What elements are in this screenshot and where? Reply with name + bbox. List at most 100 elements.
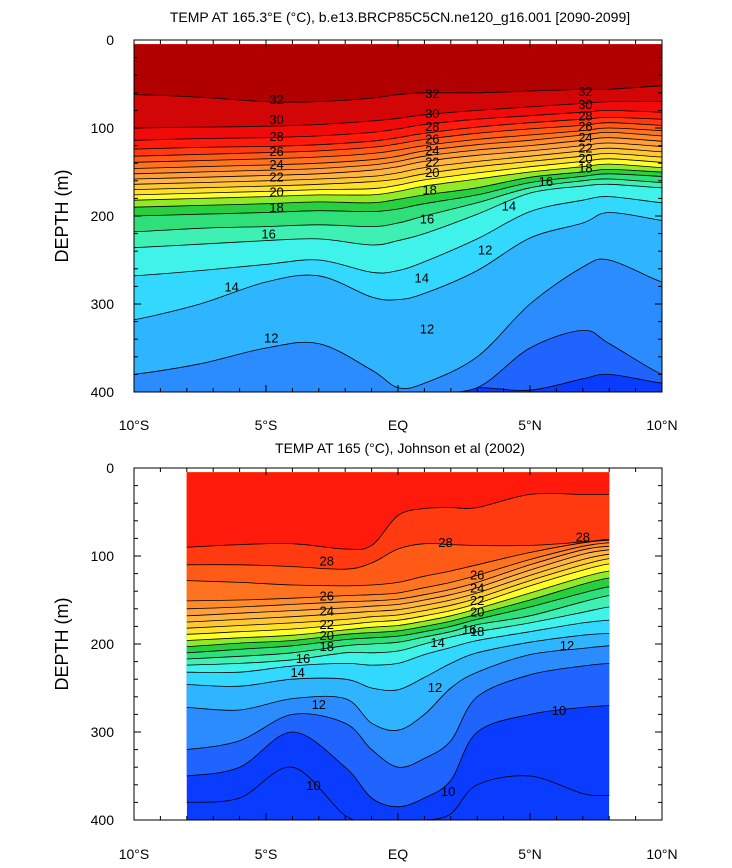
contour-label: 24 <box>578 130 592 145</box>
contour-line-20 <box>134 163 662 201</box>
contour-label: 26 <box>269 144 283 159</box>
y-tick-label-400: 400 <box>91 812 115 828</box>
y-axis-label: DEPTH (m) <box>52 598 72 691</box>
contour-label: 16 <box>539 174 553 189</box>
contour-label: 12 <box>420 322 434 337</box>
x-tick-label-10s: 10°S <box>119 846 150 862</box>
y-axis-label: DEPTH (m) <box>52 170 72 263</box>
contour-label: 22 <box>470 593 484 608</box>
y-tick-label-300: 300 <box>91 296 115 312</box>
x-tick-label-5n: 5°N <box>518 417 542 433</box>
contour-label: 12 <box>312 697 326 712</box>
contour-label: 30 <box>425 106 439 121</box>
contour-label: 20 <box>425 165 439 180</box>
contour-label: 10 <box>441 784 455 799</box>
y-tick-label-400: 400 <box>91 384 115 400</box>
contour-line-16 <box>186 606 610 666</box>
x-tick-label-eq: EQ <box>388 417 408 433</box>
contour-line-28 <box>134 122 662 157</box>
contour-line-14 <box>186 632 610 691</box>
contour-line-21 <box>134 158 662 196</box>
x-tick-label-10s: 10°S <box>119 417 150 433</box>
contour-label: 32 <box>425 86 439 101</box>
contour-label: 16 <box>261 227 275 242</box>
contour-line-21 <box>186 563 610 635</box>
contour-label: 12 <box>264 330 278 345</box>
contour-label: 30 <box>269 112 283 127</box>
contour-label: 24 <box>470 581 484 596</box>
contour-label: 30 <box>578 97 592 112</box>
contour-line-18 <box>134 173 662 217</box>
chart-title: TEMP AT 165 (°C), Johnson et al (2002) <box>275 440 525 456</box>
y-tick-label-200: 200 <box>91 636 115 652</box>
x-tick-label-5s: 5°S <box>255 846 278 862</box>
contour-line-22 <box>134 153 662 191</box>
contour-label: 20 <box>269 184 283 199</box>
contour-label: 16 <box>462 622 476 637</box>
contour-label: 28 <box>438 535 452 550</box>
contour-label: 24 <box>425 143 439 158</box>
contour-line-29 <box>134 116 662 150</box>
contour-label: 28 <box>578 109 592 124</box>
contour-line-24 <box>186 549 610 617</box>
contour-line-23 <box>134 147 662 185</box>
contour-line-26 <box>134 131 662 169</box>
x-tick-label-10n: 10°N <box>646 417 677 433</box>
contour-label: 26 <box>470 567 484 582</box>
contour-label: 16 <box>296 651 310 666</box>
contour-line-24 <box>134 142 662 180</box>
contour-label: 26 <box>319 589 333 604</box>
contour-label: 28 <box>576 530 590 545</box>
contour-line-19 <box>186 577 610 648</box>
contour-line-17 <box>186 595 610 660</box>
contour-line-15 <box>134 196 662 277</box>
y-tick-label-100: 100 <box>91 120 115 136</box>
contour-label: 32 <box>578 84 592 99</box>
contour-line-11 <box>186 705 610 808</box>
contour-label: 18 <box>319 639 333 654</box>
contour-label: 22 <box>269 169 283 184</box>
contour-line-29 <box>186 493 610 550</box>
contour-line-12 <box>186 662 610 768</box>
contour-label: 12 <box>478 242 492 257</box>
contour-line-27 <box>134 127 662 163</box>
contour-line-17 <box>134 178 662 233</box>
x-tick-label-5s: 5°S <box>255 417 278 433</box>
contour-line-11 <box>423 373 662 393</box>
x-tick-label-5n: 5°N <box>518 846 542 862</box>
contour-label: 24 <box>269 157 283 172</box>
contour-line-18 <box>186 586 610 654</box>
contour-label: 18 <box>269 200 283 215</box>
contour-label: 18 <box>578 161 592 176</box>
contour-label: 14 <box>430 635 444 650</box>
contour-label: 20 <box>470 604 484 619</box>
contour-line-28 <box>186 538 610 570</box>
contour-label: 10 <box>306 778 320 793</box>
contour-label: 22 <box>425 154 439 169</box>
contour-label: 24 <box>319 604 333 619</box>
x-tick-label-10n: 10°N <box>646 846 677 862</box>
chart-title: TEMP AT 165.3°E (°C), b.e13.BRCP85C5CN.n… <box>170 9 630 25</box>
contour-line-31 <box>134 101 662 129</box>
contour-label: 14 <box>502 198 516 213</box>
contour-label: 20 <box>578 151 592 166</box>
contour-line-16 <box>134 183 662 249</box>
plot-area: 2826242220181614121028262422201816141210… <box>133 467 663 821</box>
contour-line-13 <box>134 258 662 389</box>
contour-label: 26 <box>578 119 592 134</box>
contour-line-32 <box>134 85 662 103</box>
y-tick-label-300: 300 <box>91 724 115 740</box>
contour-fill-32 <box>134 44 662 103</box>
contour-line-30 <box>134 109 662 141</box>
contour-label: 14 <box>224 279 238 294</box>
y-tick-label-0: 0 <box>106 32 114 48</box>
contour-label: 12 <box>560 638 574 653</box>
contour-label: 28 <box>319 553 333 568</box>
contour-label: 12 <box>428 680 442 695</box>
contour-label: 22 <box>578 140 592 155</box>
contour-line-25 <box>186 545 610 610</box>
contour-line-25 <box>134 137 662 175</box>
contour-label: 18 <box>422 183 436 198</box>
contour-label: 22 <box>319 617 333 632</box>
contour-label: 26 <box>425 132 439 147</box>
